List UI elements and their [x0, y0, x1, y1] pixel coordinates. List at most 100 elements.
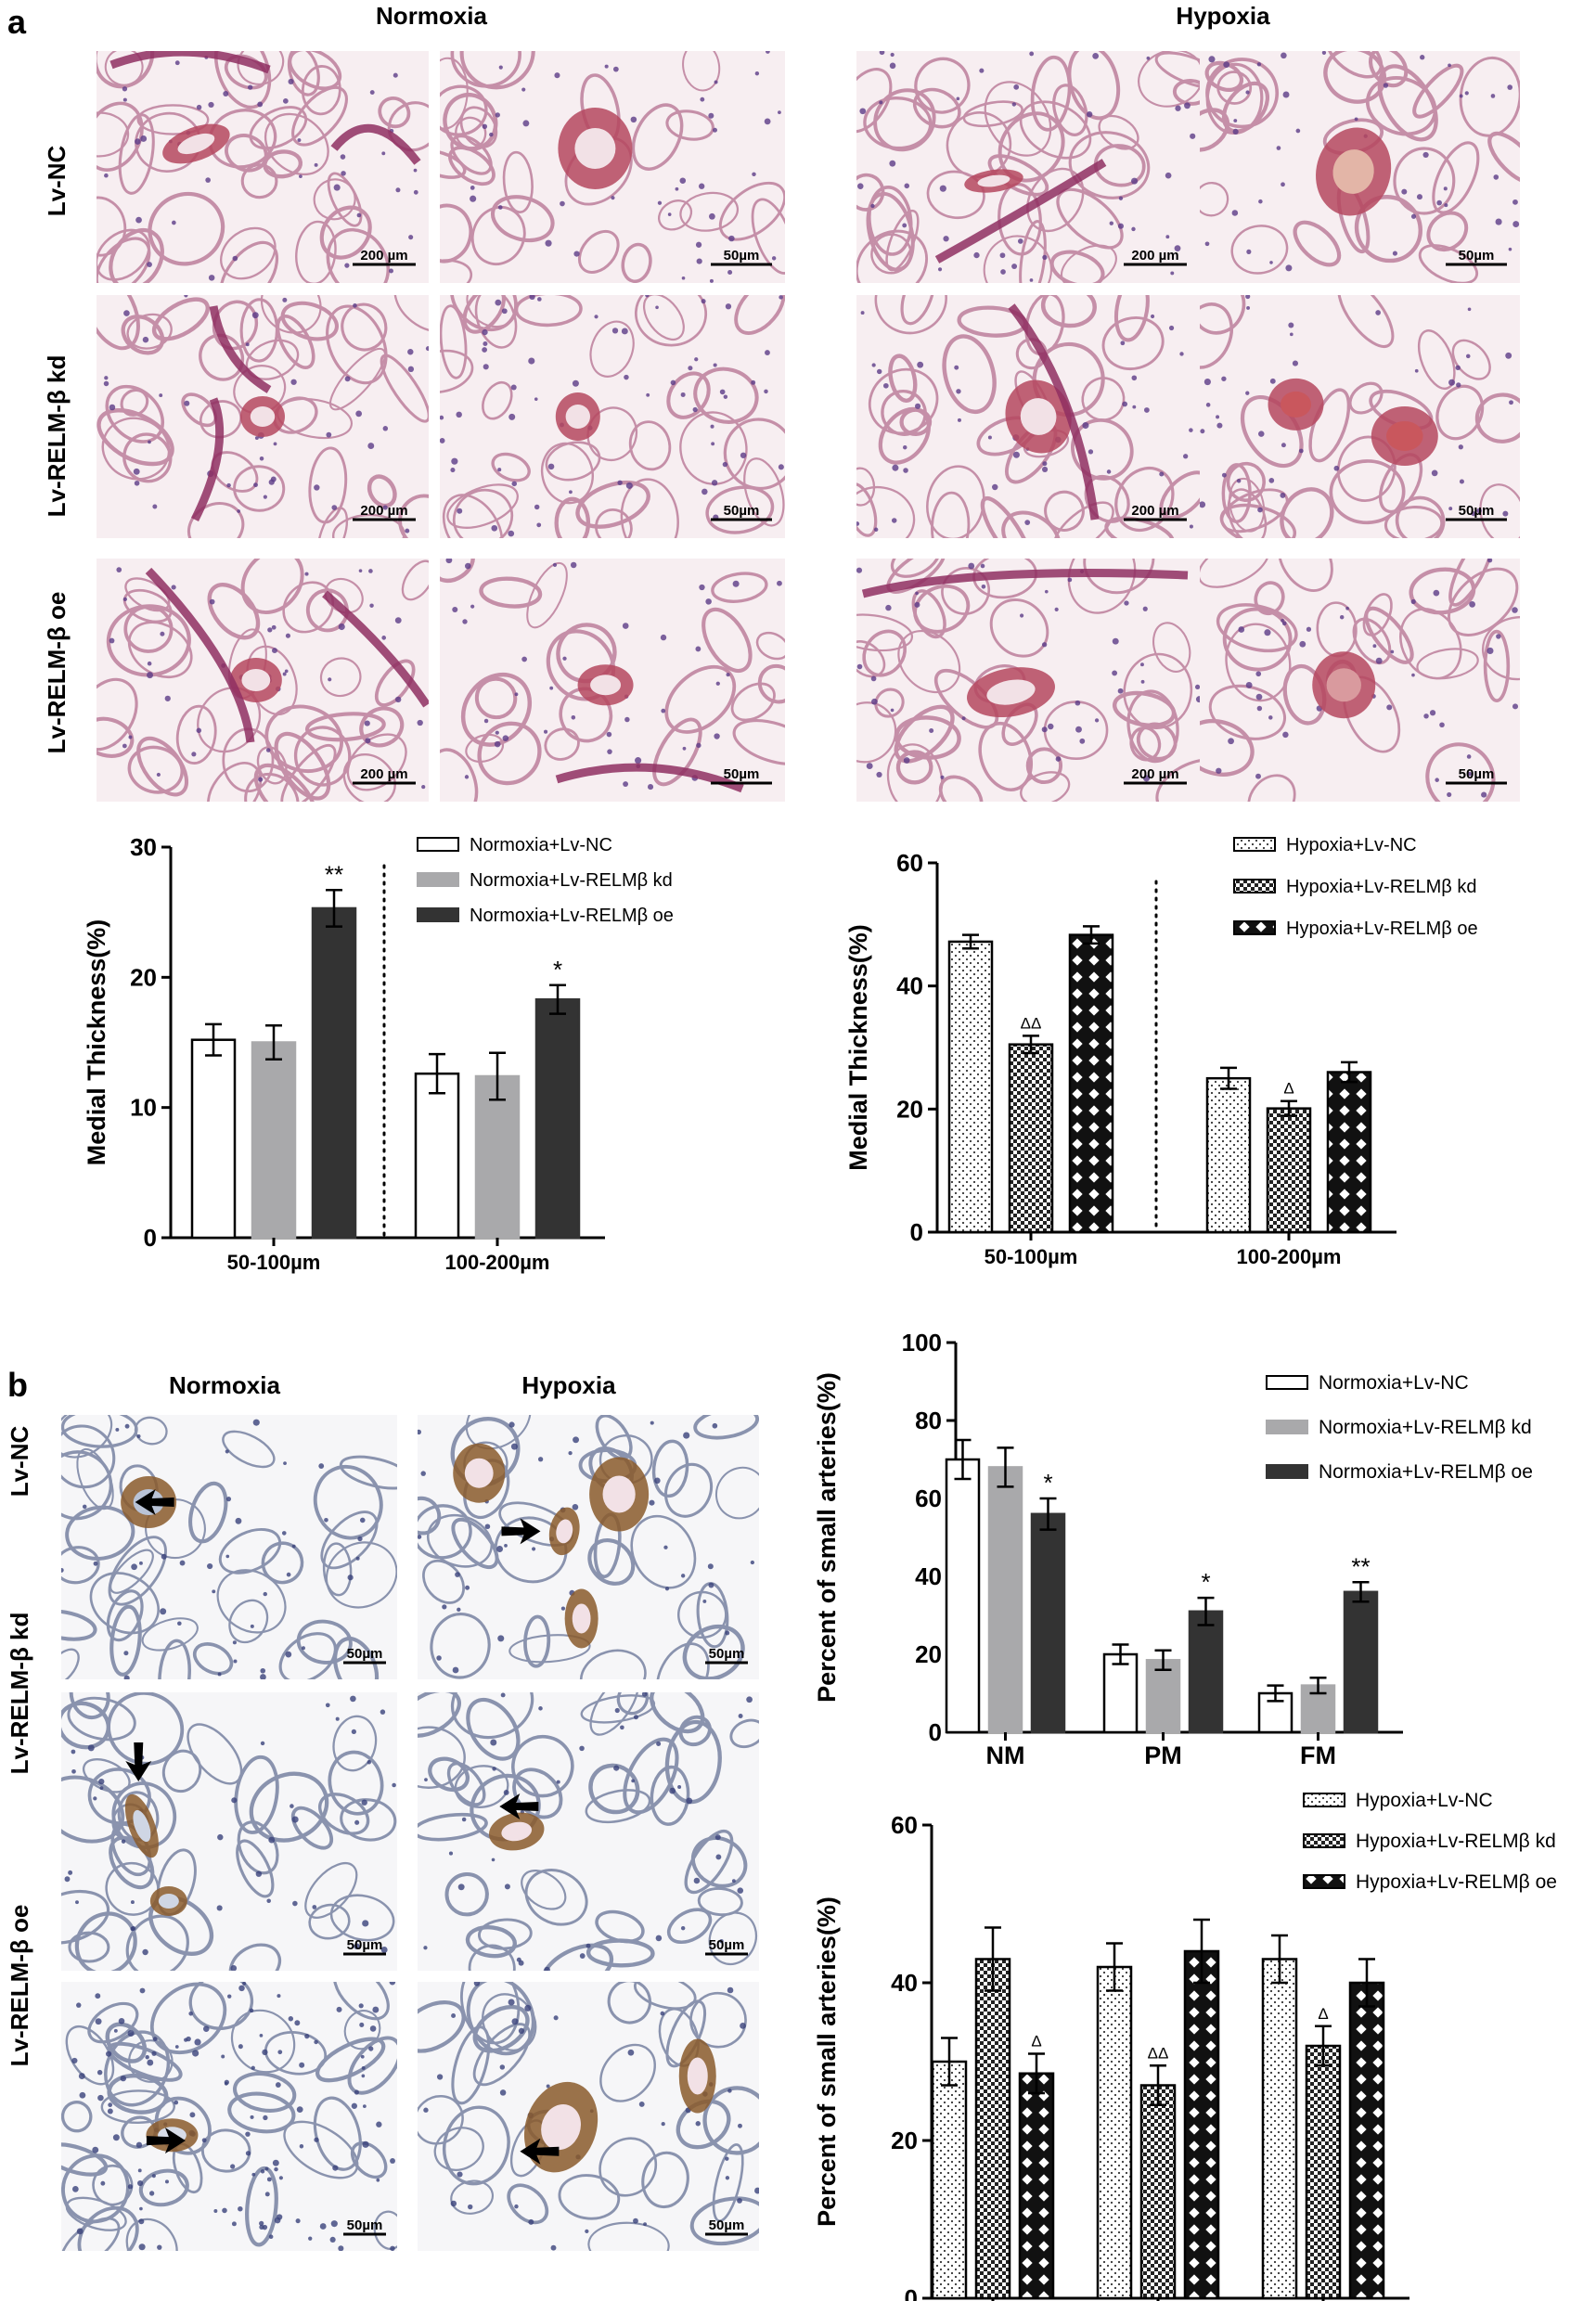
- significance-mark: **: [1351, 1552, 1370, 1580]
- he-image-r2-c4: [1200, 295, 1520, 538]
- tissue-background: [440, 295, 785, 538]
- vessel-lumen: [572, 1603, 591, 1634]
- y-axis-label: Medial Thickness(%): [844, 924, 872, 1171]
- y-tick-label: 40: [915, 1562, 942, 1590]
- vessel-lumen: [977, 174, 1010, 187]
- vessel-lumen: [602, 1475, 636, 1513]
- scale-bar: 200 µm: [1124, 503, 1187, 521]
- legend-swatch: [1303, 1833, 1345, 1848]
- y-tick-label: 100: [902, 1329, 942, 1356]
- panel-b-header-normoxia: Normoxia: [169, 1371, 280, 1399]
- legend-swatch: [417, 872, 459, 887]
- significance-mark: Δ: [1318, 2005, 1328, 2023]
- bar: [190, 1038, 237, 1240]
- vessel-lumen: [177, 133, 215, 155]
- y-tick-label: 60: [896, 849, 923, 877]
- x-tick-label: 100-200µm: [445, 1251, 550, 1274]
- ihc-image-r1-c1: [61, 1415, 397, 1679]
- scale-bar: 200 µm: [353, 248, 416, 266]
- vessel-lumen: [574, 128, 616, 169]
- legend-label: Hypoxia+Lv-RELMβ oe: [1356, 1871, 1557, 1893]
- arrow-icon: [499, 1793, 539, 1819]
- airway-wall: [109, 51, 271, 74]
- chart-hypoxia-medial-thickness: 0 20 40 60 Medial Thickness(%) ΔΔ 50-100µm Δ 100…: [844, 835, 1478, 1268]
- airway-wall: [209, 305, 272, 393]
- bar: [414, 1072, 460, 1240]
- bar: [1102, 1652, 1139, 1734]
- legend-swatch: [1233, 837, 1276, 852]
- bar: [1188, 1610, 1224, 1734]
- x-tick-label: 100-200µm: [1237, 1245, 1342, 1268]
- legend-label: Hypoxia+Lv-NC: [1286, 835, 1417, 855]
- scale-bar: 50µm: [711, 766, 772, 785]
- significance-mark: *: [1201, 1568, 1210, 1596]
- scale-bar: 200 µm: [1124, 248, 1187, 266]
- scale-bar-label: 200 µm: [1131, 248, 1178, 264]
- airway-wall: [1008, 303, 1100, 521]
- panel-a-row-label-kd: Lv-RELM-β kd: [43, 355, 71, 518]
- vessel-lumen: [133, 1809, 151, 1843]
- vessel-lumen: [1020, 398, 1057, 435]
- legend-swatch: [417, 907, 459, 922]
- legend-label: Hypoxia+Lv-RELMβ kd: [1356, 1831, 1556, 1852]
- scale-bar: 50µm: [705, 1937, 748, 1956]
- y-tick-label: 20: [915, 1640, 942, 1668]
- legend-swatch: [1233, 879, 1276, 893]
- vessel-lumen: [1326, 668, 1361, 702]
- legend-swatch: [417, 837, 459, 852]
- significance-mark: ΔΔ: [1148, 2044, 1169, 2062]
- scale-bar-label: 50µm: [347, 2217, 383, 2233]
- y-tick-label: 60: [891, 1811, 918, 1839]
- bar: [931, 2060, 968, 2300]
- legend-swatch: [1233, 920, 1276, 935]
- panel-b-row-label-oe: Lv-RELM-β oe: [6, 1905, 33, 2067]
- significance-mark: *: [553, 956, 562, 983]
- airway-wall: [555, 763, 744, 793]
- scale-bar-label: 50µm: [724, 503, 760, 519]
- scale-bar-label: 50µm: [724, 766, 760, 782]
- panel-b-header-hypoxia: Hypoxia: [521, 1371, 616, 1399]
- vessel-lumen: [687, 2057, 708, 2095]
- ihc-micrograph-grid: 50µm 50µm 50µm 50µm 50µm 50µm: [61, 1415, 759, 2251]
- bar: [945, 1458, 981, 1734]
- y-axis-label: Percent of small arteries(%): [813, 1372, 841, 1703]
- arrow-icon: [125, 1742, 152, 1781]
- bar: [251, 1041, 297, 1240]
- arrow-icon: [520, 2138, 560, 2165]
- scale-bar: 50µm: [1446, 248, 1507, 266]
- airway-wall: [322, 590, 429, 708]
- vessel-lumen: [541, 2104, 581, 2151]
- vessel-lumen: [590, 675, 622, 696]
- y-tick-label: 30: [130, 833, 157, 861]
- legend-swatch: [1266, 1375, 1308, 1390]
- scale-bar-label: 200 µm: [360, 248, 407, 264]
- legend-swatch: [1303, 1874, 1345, 1889]
- bar: [1183, 1949, 1220, 2300]
- legend-swatch: [1303, 1793, 1345, 1807]
- scale-bar-label: 50µm: [724, 248, 760, 264]
- scale-bar: 200 µm: [353, 766, 416, 785]
- y-tick-label: 40: [891, 1969, 918, 1997]
- panel-a-header-hypoxia: Hypoxia: [1176, 2, 1270, 30]
- bar: [534, 997, 581, 1240]
- scale-bar: 50µm: [711, 503, 772, 521]
- scale-bar-label: 200 µm: [1131, 503, 1178, 519]
- y-tick-label: 20: [891, 2127, 918, 2154]
- ihc-image-r1-c2: [418, 1415, 759, 1679]
- legend-label: Hypoxia+Lv-NC: [1356, 1790, 1493, 1811]
- panel-a-row-label-lv-nc: Lv-NC: [43, 146, 71, 217]
- significance-mark: Δ: [1283, 1080, 1294, 1098]
- y-axis-label: Percent of small arteries(%): [813, 1896, 841, 2227]
- he-image-r3-c3: [856, 559, 1200, 802]
- bar: [1348, 1981, 1385, 2300]
- tissue-background: [61, 1415, 397, 1679]
- legend-label: Hypoxia+Lv-RELMβ kd: [1286, 877, 1476, 897]
- arrow-icon: [501, 1518, 541, 1545]
- y-tick-label: 0: [144, 1224, 157, 1252]
- y-tick-label: 10: [130, 1094, 157, 1122]
- scale-bar-label: 50µm: [1459, 248, 1495, 264]
- legend-label: Normoxia+Lv-NC: [1319, 1372, 1469, 1394]
- scale-bar: 50µm: [705, 1646, 748, 1665]
